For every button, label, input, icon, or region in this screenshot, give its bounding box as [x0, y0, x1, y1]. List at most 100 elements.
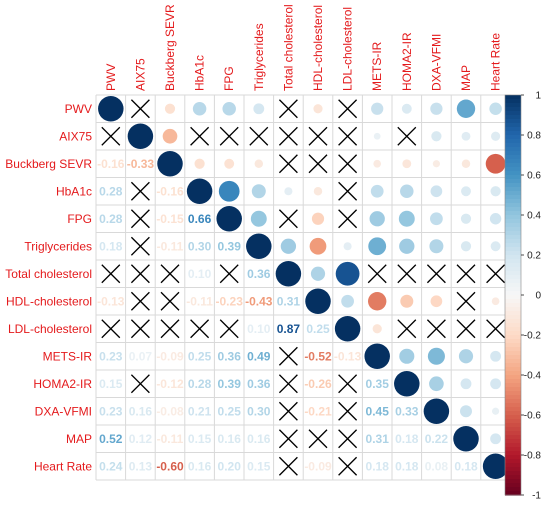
corr-value: 0.28 — [99, 212, 123, 226]
corr-circle — [490, 433, 502, 445]
corr-circle — [369, 211, 385, 227]
corr-value: 0.35 — [366, 377, 390, 391]
colorbar-segment — [505, 239, 521, 244]
non-significant-cross — [397, 319, 417, 339]
corr-circle — [313, 187, 323, 196]
non-significant-cross — [456, 319, 476, 339]
colorbar-segment — [505, 427, 521, 432]
colorbar-segment — [505, 179, 521, 184]
colorbar-segment — [505, 203, 521, 208]
colorbar-segment — [505, 247, 521, 252]
row-label: METS-IR — [43, 349, 93, 363]
colorbar-segment — [505, 171, 521, 176]
colorbar-segment — [505, 103, 521, 108]
non-significant-cross — [338, 99, 358, 119]
corr-value: 0.22 — [425, 432, 449, 446]
non-significant-cross — [397, 264, 417, 284]
non-significant-cross — [190, 126, 210, 146]
colorbar-segment — [505, 343, 521, 348]
corr-circle — [453, 426, 479, 452]
colorbar-segment — [505, 379, 521, 384]
non-significant-cross — [338, 154, 358, 174]
corr-circle — [284, 187, 293, 196]
colorbar-tick-label: 0.8 — [527, 131, 541, 142]
corr-circle — [310, 266, 326, 281]
colorbar-segment — [505, 447, 521, 452]
row-label: MAP — [66, 432, 92, 446]
colorbar-segment — [505, 383, 521, 388]
non-significant-cross — [160, 264, 180, 284]
row-label: Heart Rate — [34, 459, 92, 473]
row-label: LDL-cholesterol — [8, 322, 92, 336]
corr-circle — [430, 185, 443, 198]
corr-value: -0.11 — [157, 432, 184, 446]
colorbar-segment — [505, 339, 521, 344]
corr-value: -0.13 — [334, 349, 362, 363]
corr-value: 0.10 — [188, 267, 212, 281]
corr-value: 0.07 — [129, 349, 153, 363]
colorbar-segment — [505, 443, 521, 448]
column-label: DXA-VFMI — [429, 34, 443, 91]
corr-value: -0.09 — [304, 459, 332, 473]
corr-value: 0.15 — [188, 432, 212, 446]
colorbar-segment — [505, 255, 521, 260]
corr-value: 0.16 — [218, 432, 242, 446]
colorbar-tick-label: 1 — [535, 91, 541, 102]
corr-circle — [218, 180, 240, 202]
row-label: AIX75 — [59, 129, 92, 143]
colorbar-segment — [505, 295, 521, 300]
colorbar-segment — [505, 99, 521, 104]
corr-circle — [461, 159, 471, 168]
corr-circle — [461, 186, 471, 197]
non-significant-cross — [190, 319, 210, 339]
corr-circle — [458, 349, 474, 364]
corr-circle — [305, 288, 331, 314]
colorbar-segment — [505, 151, 521, 156]
corr-circle — [400, 294, 414, 308]
column-label: MAP — [459, 65, 473, 91]
corr-value: 0.52 — [99, 432, 123, 446]
non-significant-cross — [130, 264, 150, 284]
corr-circle — [490, 186, 501, 197]
corr-circle — [368, 292, 387, 311]
column-label: METS-IR — [370, 41, 384, 91]
corr-circle — [427, 347, 445, 365]
corr-circle — [460, 241, 472, 252]
non-significant-cross — [367, 264, 387, 284]
corr-value: 0.87 — [277, 322, 301, 336]
corr-circle — [401, 103, 412, 114]
corr-value: -0.12 — [156, 377, 184, 391]
non-significant-cross — [308, 126, 328, 146]
corr-circle — [431, 131, 442, 142]
non-significant-cross — [160, 291, 180, 311]
non-significant-cross — [308, 429, 328, 449]
colorbar-segment — [505, 187, 521, 192]
colorbar-tick-label: -0.4 — [524, 371, 542, 382]
colorbar-segment — [505, 111, 521, 116]
corr-value: 0.36 — [247, 377, 271, 391]
corr-value: -0.11 — [186, 294, 213, 308]
colorbar-segment — [505, 207, 521, 212]
non-significant-cross — [426, 319, 446, 339]
colorbar-segment — [505, 335, 521, 340]
non-significant-cross — [278, 401, 298, 421]
colorbar-tick-label: -0.6 — [524, 411, 542, 422]
column-label: Heart Rate — [489, 33, 503, 91]
colorbar-segment — [505, 471, 521, 476]
colorbar-tick-label: -0.8 — [524, 451, 542, 462]
corr-value: 0.10 — [247, 322, 271, 336]
corr-circle — [311, 212, 325, 225]
non-significant-cross — [130, 319, 150, 339]
corr-circle — [460, 378, 472, 390]
corr-value: 0.18 — [366, 459, 390, 473]
corr-value: 0.39 — [218, 239, 242, 253]
colorbar-segment — [505, 399, 521, 404]
non-significant-cross — [486, 264, 506, 284]
colorbar-segment — [505, 147, 521, 152]
corr-circle — [253, 103, 265, 115]
corr-circle — [309, 237, 327, 255]
corr-circle — [489, 102, 502, 115]
colorbar-segment — [505, 95, 521, 100]
colorbar-segment — [505, 359, 521, 364]
